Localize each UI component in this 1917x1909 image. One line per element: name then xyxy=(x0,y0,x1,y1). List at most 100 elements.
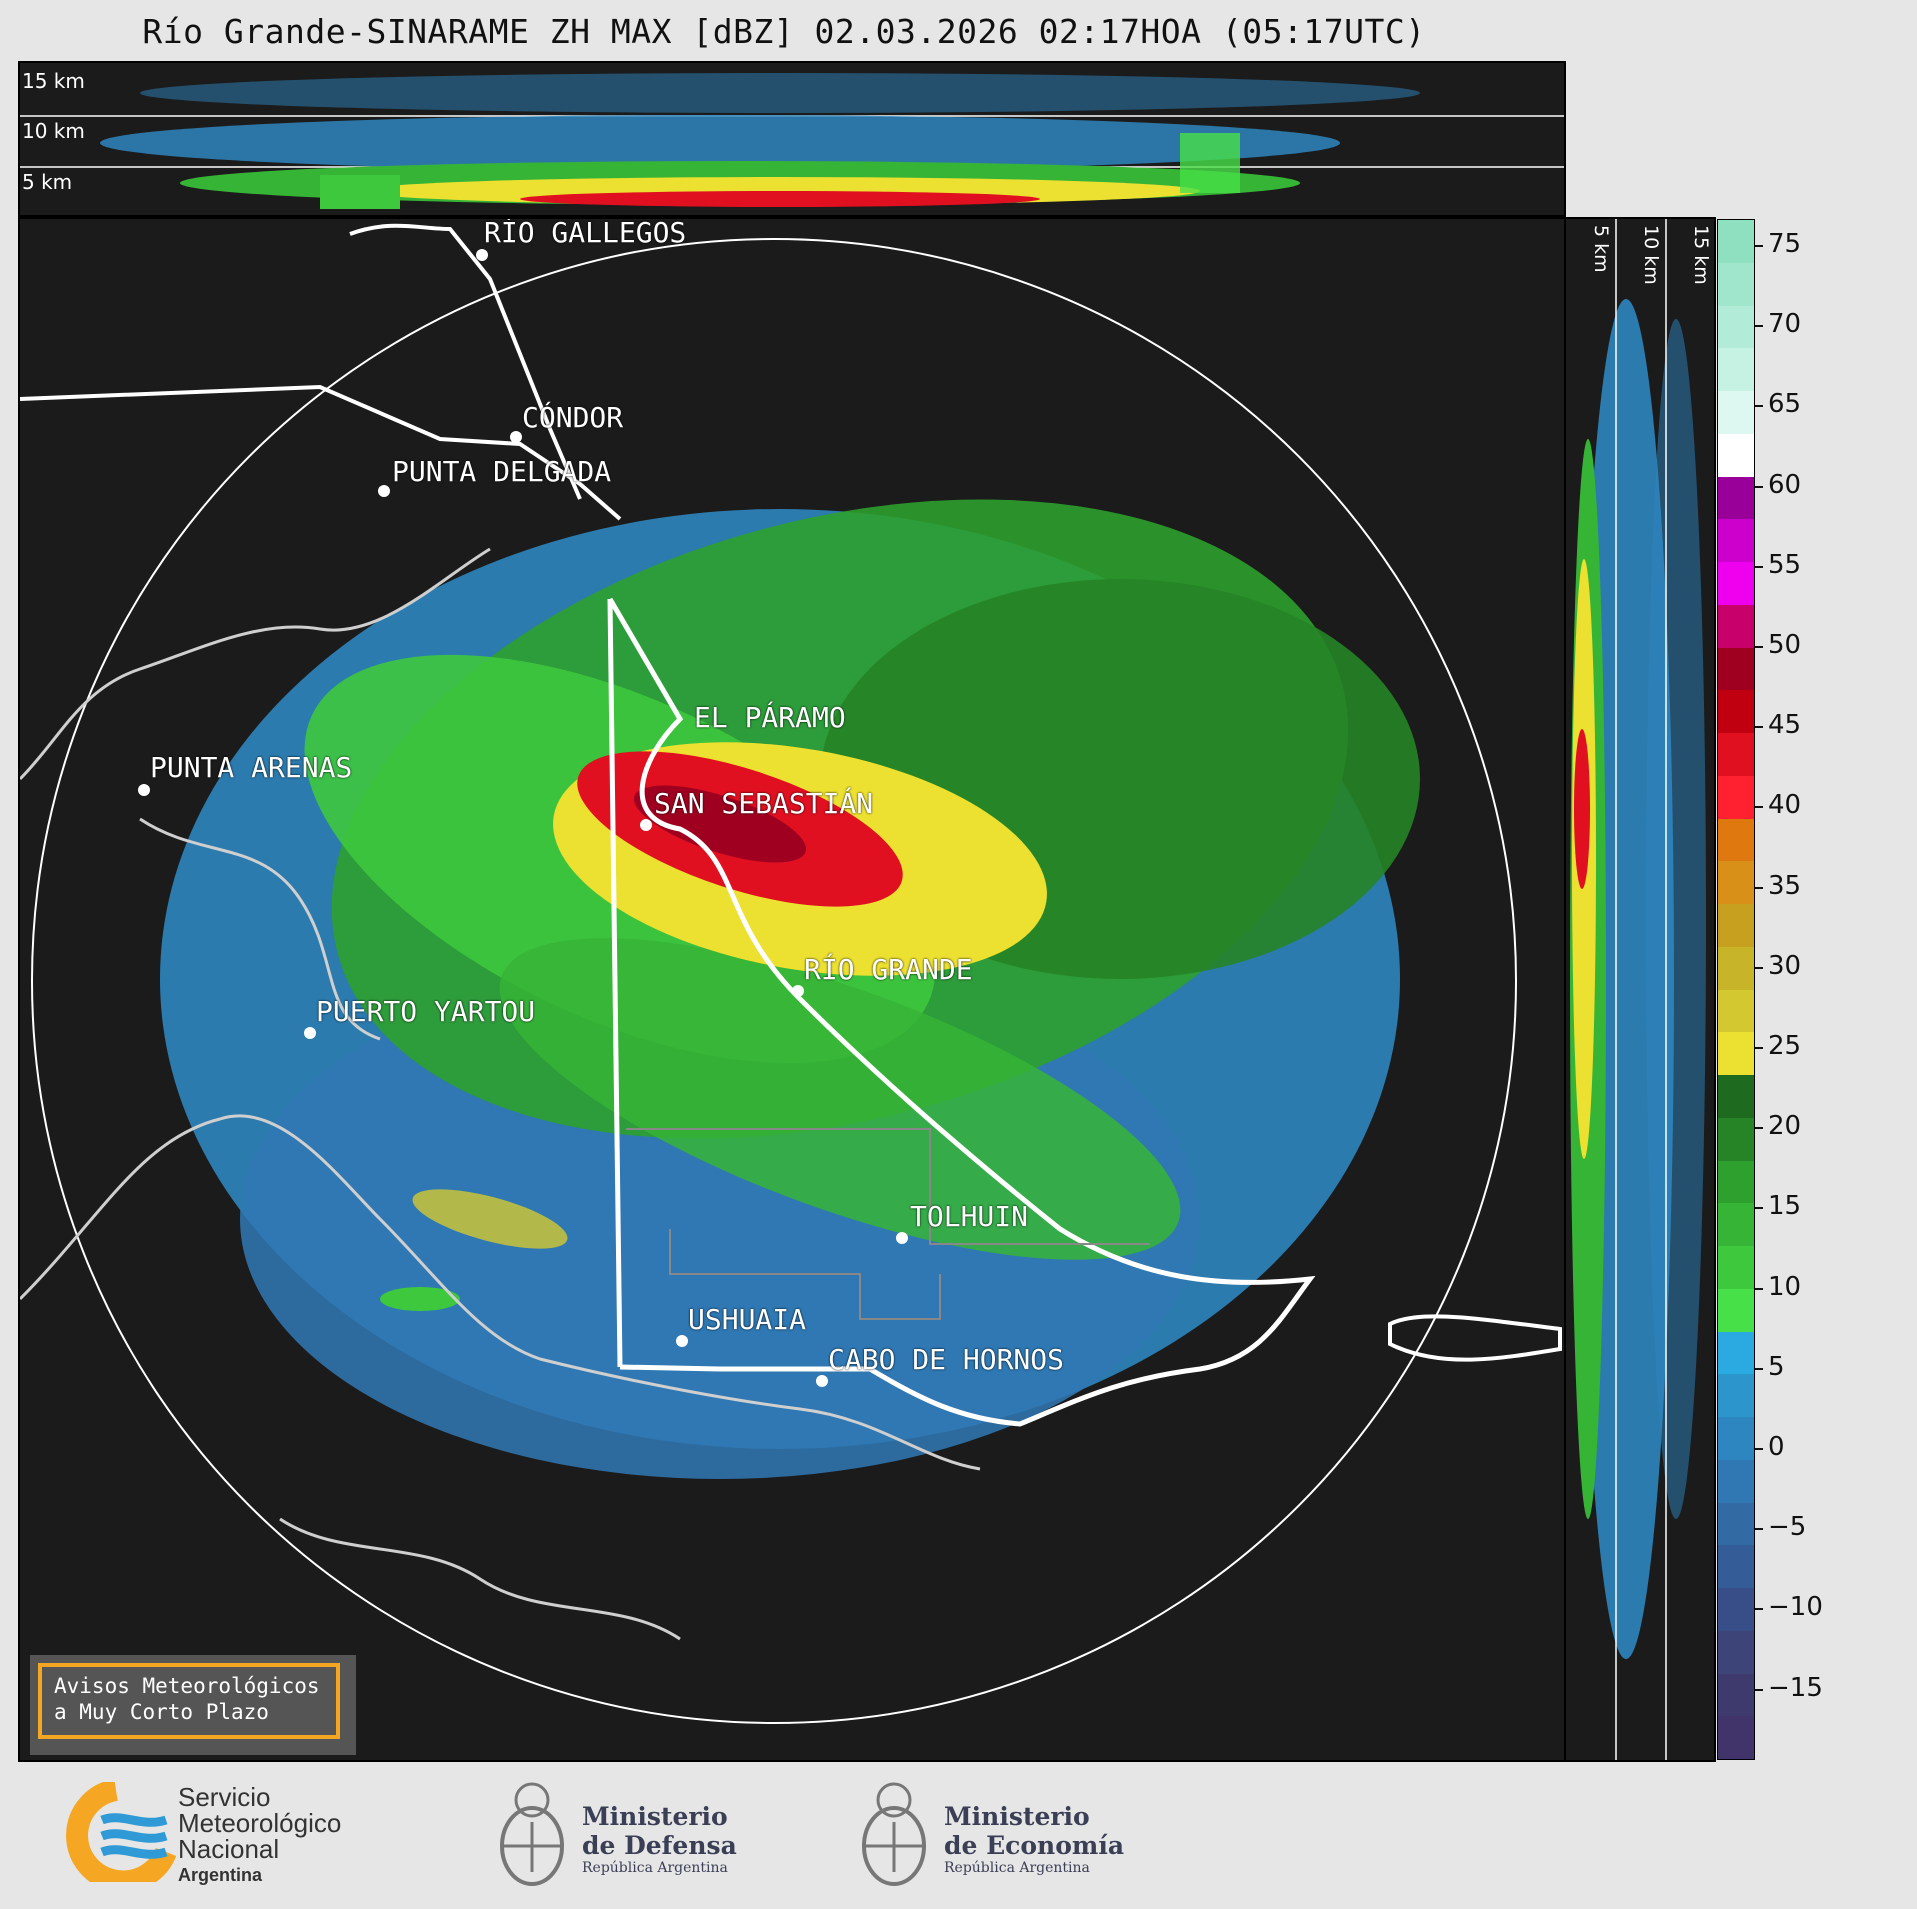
colorbar-swatch xyxy=(1718,305,1754,349)
city-dot-ushuaia xyxy=(676,1335,688,1347)
top-cross-section-panel: 15 km 10 km 5 km xyxy=(18,61,1566,217)
city-label-punta-delgada: PUNTA DELGADA xyxy=(392,455,612,488)
colorbar-swatch xyxy=(1718,989,1754,1033)
city-label-puerto-yartou: PUERTO YARTOU xyxy=(316,995,536,1028)
defensa-logo-text: Ministerio de Defensa República Argentin… xyxy=(582,1802,737,1876)
colorbar-swatch xyxy=(1718,262,1754,306)
economia-logo-text: Ministerio de Economía República Argenti… xyxy=(944,1802,1124,1876)
colorbar-swatch xyxy=(1718,1032,1754,1075)
city-label-condor: CÓNDOR xyxy=(522,401,624,434)
colorbar-swatch xyxy=(1718,1075,1754,1118)
colorbar-tick-mark xyxy=(1755,1287,1763,1290)
height-label-5km: 5 km xyxy=(22,170,73,194)
colorbar-swatch xyxy=(1718,1331,1754,1375)
notice-line-2: a Muy Corto Plazo xyxy=(54,1700,269,1724)
colorbar-swatch xyxy=(1718,1630,1754,1674)
city-dot-cabo-de-hornos xyxy=(816,1375,828,1387)
city-dot-san-sebastian xyxy=(640,819,652,831)
colorbar-swatch xyxy=(1718,1417,1754,1460)
colorbar-swatch xyxy=(1718,904,1754,947)
colorbar-swatch xyxy=(1718,1459,1754,1503)
colorbar-tick-label: 40 xyxy=(1768,790,1802,821)
colorbar-tick-mark xyxy=(1755,1448,1763,1450)
colorbar-swatch xyxy=(1718,1588,1754,1631)
height-label-10km-side: 10 km xyxy=(1640,225,1662,285)
colorbar-swatch xyxy=(1718,519,1754,562)
colorbar-swatch xyxy=(1718,220,1754,263)
colorbar-tick-mark xyxy=(1755,806,1763,809)
colorbar xyxy=(1717,219,1755,1760)
colorbar-tick-mark xyxy=(1755,325,1763,328)
defensa-line-2: de Defensa xyxy=(582,1831,737,1860)
colorbar-tick-label: 35 xyxy=(1768,870,1802,901)
colorbar-tick-label: 10 xyxy=(1768,1271,1802,1302)
top-cross-section-echoes xyxy=(20,73,1564,209)
smn-line-2: Meteorológico xyxy=(178,1808,342,1838)
colorbar-swatch xyxy=(1718,690,1754,733)
city-dot-rio-grande xyxy=(792,985,804,997)
colorbar-swatch xyxy=(1718,647,1754,691)
colorbar-swatch xyxy=(1718,1673,1754,1717)
defensa-line-1: Ministerio xyxy=(582,1802,728,1831)
city-label-cabo-de-hornos: CABO DE HORNOS xyxy=(828,1343,1065,1376)
colorbar-tick-mark xyxy=(1755,886,1763,889)
colorbar-tick-label: 45 xyxy=(1768,710,1802,741)
colorbar-tick-label: 0 xyxy=(1768,1432,1785,1462)
colorbar-tick-mark xyxy=(1755,1127,1763,1130)
city-dot-punta-arenas xyxy=(138,784,150,796)
colorbar-tick-label: −15 xyxy=(1768,1672,1823,1703)
height-label-5km-side: 5 km xyxy=(1590,225,1612,273)
notice-text: Avisos Meteorológicos a Muy Corto Plazo xyxy=(38,1663,340,1739)
argentina-coat-of-arms-icon xyxy=(500,1782,564,1886)
radar-map-panel[interactable]: RÍO GALLEGOS CÓNDOR PUNTA DELGADA EL PÁR… xyxy=(18,217,1566,1762)
colorbar-swatch xyxy=(1718,861,1754,904)
colorbar-swatch xyxy=(1718,604,1754,648)
colorbar-tick-mark xyxy=(1755,565,1763,568)
colorbar-tick-mark xyxy=(1755,245,1763,247)
colorbar-swatch xyxy=(1718,1246,1754,1289)
colorbar-tick-mark xyxy=(1755,1608,1763,1611)
colorbar-tick-mark xyxy=(1755,646,1763,648)
colorbar-swatch xyxy=(1718,1288,1754,1332)
colorbar-swatch xyxy=(1718,1545,1754,1588)
city-label-ushuaia: USHUAIA xyxy=(688,1303,807,1336)
colorbar-swatch xyxy=(1718,476,1754,520)
colorbar-tick-label: 50 xyxy=(1768,630,1802,660)
colorbar-tick-label: −10 xyxy=(1768,1592,1823,1623)
colorbar-swatch xyxy=(1718,946,1754,990)
colorbar-tick-label: 75 xyxy=(1768,229,1802,259)
colorbar-tick-mark xyxy=(1755,1047,1763,1049)
colorbar-tick-label: 25 xyxy=(1768,1031,1802,1061)
city-dot-punta-delgada xyxy=(378,485,390,497)
colorbar-tick-label: 55 xyxy=(1768,549,1802,580)
defensa-line-3: República Argentina xyxy=(582,1860,728,1876)
colorbar-tick-mark xyxy=(1755,1367,1763,1370)
colorbar-tick-mark xyxy=(1755,966,1763,969)
smn-line-1: Servicio xyxy=(178,1782,271,1812)
city-dot-rio-gallegos xyxy=(476,249,488,261)
colorbar-swatch xyxy=(1718,733,1754,776)
colorbar-swatch xyxy=(1718,348,1754,391)
city-dot-puerto-yartou xyxy=(304,1027,316,1039)
page-title: Río Grande-SINARAME ZH MAX [dBZ] 02.03.2… xyxy=(142,12,1426,51)
colorbar-tick-label: 70 xyxy=(1768,309,1802,340)
colorbar-tick-label: −5 xyxy=(1768,1512,1807,1543)
city-label-punta-arenas: PUNTA ARENAS xyxy=(150,751,353,784)
city-label-el-paramo: EL PÁRAMO xyxy=(694,701,846,734)
smn-line-3: Nacional xyxy=(178,1834,280,1864)
colorbar-tick-mark xyxy=(1755,405,1763,408)
side-cross-section-panel: 5 km 10 km 15 km xyxy=(1564,217,1716,1762)
colorbar-swatch xyxy=(1718,391,1754,434)
height-label-15km-side: 15 km xyxy=(1690,225,1712,285)
colorbar-tick-label: 5 xyxy=(1768,1351,1785,1382)
colorbar-swatch xyxy=(1718,818,1754,862)
colorbar-tick-label: 20 xyxy=(1768,1111,1802,1142)
colorbar-swatch xyxy=(1718,433,1754,477)
argentina-coat-of-arms-icon xyxy=(862,1782,926,1886)
notice-line-1: Avisos Meteorológicos xyxy=(54,1674,320,1698)
city-label-tolhuin: TOLHUIN xyxy=(910,1200,1029,1233)
city-label-rio-gallegos: RÍO GALLEGOS xyxy=(484,217,687,249)
colorbar-tick-label: 15 xyxy=(1768,1191,1802,1222)
colorbar-tick-mark xyxy=(1755,485,1763,488)
colorbar-swatch xyxy=(1718,1203,1754,1246)
